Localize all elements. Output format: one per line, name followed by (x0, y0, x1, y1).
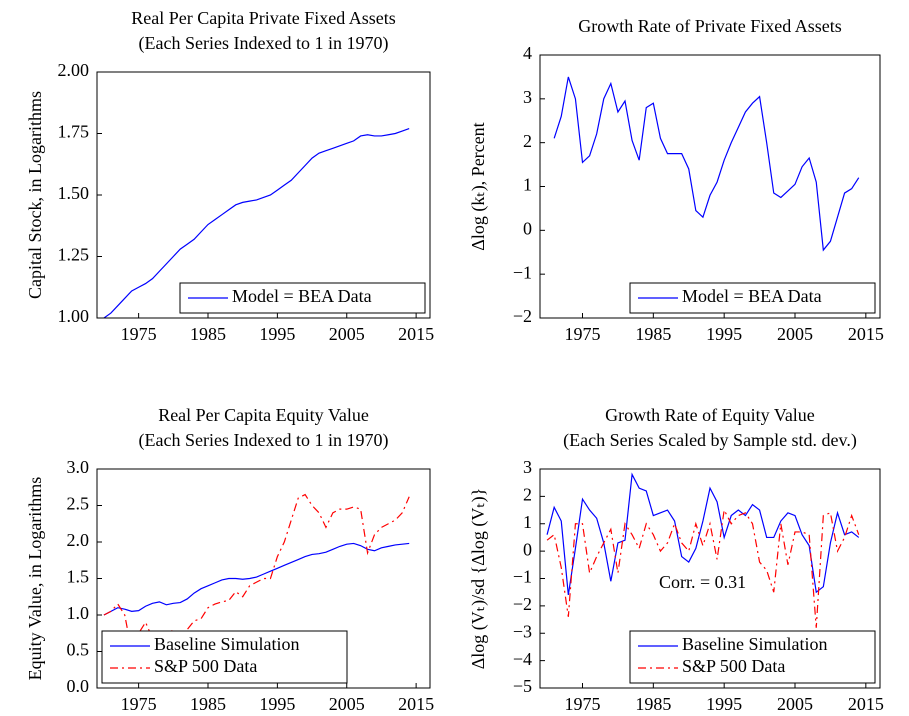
legend-label: Baseline Simulation (682, 634, 828, 654)
legend-label: Model = BEA Data (682, 286, 822, 306)
x-tick-label: 1975 (565, 694, 601, 714)
legend-label: Model = BEA Data (232, 286, 372, 306)
y-tick-label: −1 (513, 567, 532, 587)
x-tick-label: 1985 (635, 324, 671, 344)
chart-title: Growth Rate of Private Fixed Assets (578, 16, 841, 36)
y-axis-label: Δlog (Vₜ)/sd {Δlog (Vₜ)} (468, 488, 489, 670)
x-tick-label: 2005 (777, 694, 813, 714)
y-tick-label: 0.0 (67, 676, 90, 696)
plot-area (553, 76, 860, 252)
x-tick-label: 1985 (190, 694, 226, 714)
x-tick-label: 1995 (259, 324, 295, 344)
y-tick-label: −3 (513, 621, 532, 641)
x-tick-label: 1975 (565, 324, 601, 344)
y-tick-label: −4 (513, 649, 532, 669)
y-tick-label: 2 (523, 485, 532, 505)
y-tick-label: 1.0 (67, 603, 90, 623)
y-tick-label: 1 (523, 175, 532, 195)
y-tick-label: 4 (523, 43, 532, 63)
chart-subtitle: (Each Series Indexed to 1 in 1970) (139, 33, 389, 54)
axes-box (539, 468, 881, 689)
x-tick-label: 2015 (398, 324, 434, 344)
annotation: Corr. = 0.31 (659, 572, 746, 592)
data-line (103, 542, 410, 616)
x-tick-label: 2005 (329, 324, 365, 344)
data-line (546, 472, 860, 596)
x-tick-label: 1975 (121, 694, 157, 714)
x-tick-label: 1995 (706, 324, 742, 344)
y-tick-label: 3.0 (67, 457, 90, 477)
legend-label: Baseline Simulation (154, 634, 300, 654)
y-tick-label: −5 (513, 676, 532, 696)
axes-box (96, 71, 431, 319)
y-tick-label: 1.25 (58, 245, 90, 265)
y-axis-label: Equity Value, in Logarithms (25, 477, 45, 681)
y-tick-label: −2 (513, 594, 532, 614)
y-tick-label: 0 (523, 218, 532, 238)
y-tick-label: 1 (523, 512, 532, 532)
y-tick-label: 0.5 (67, 640, 90, 660)
x-tick-label: 1995 (706, 694, 742, 714)
chart-title: Real Per Capita Equity Value (158, 405, 369, 425)
x-tick-label: 1995 (259, 694, 295, 714)
axes-box (539, 54, 881, 319)
y-tick-label: −2 (513, 306, 532, 326)
data-line (546, 508, 860, 628)
x-tick-label: 2015 (848, 694, 884, 714)
chart-subtitle: (Each Series Indexed to 1 in 1970) (139, 430, 389, 451)
legend-label: S&P 500 Data (154, 656, 257, 676)
axes-box (96, 468, 431, 689)
legend-box (629, 630, 876, 684)
y-tick-label: 1.75 (58, 122, 90, 142)
chart-title: Growth Rate of Equity Value (605, 405, 815, 425)
y-axis-label: Δlog (kₜ), Percent (468, 122, 489, 250)
x-tick-label: 1985 (190, 324, 226, 344)
plot-area (546, 472, 860, 628)
chart-title: Real Per Capita Private Fixed Assets (131, 8, 395, 28)
legend-label: S&P 500 Data (682, 656, 785, 676)
y-tick-label: 3 (523, 87, 532, 107)
x-tick-label: 1975 (121, 324, 157, 344)
x-tick-label: 2005 (777, 324, 813, 344)
y-tick-label: 2.5 (67, 494, 90, 514)
chart-subtitle: (Each Series Scaled by Sample std. dev.) (563, 430, 857, 451)
y-axis-label: Capital Stock, in Logarithms (25, 91, 45, 299)
y-tick-label: 1.5 (67, 567, 90, 587)
plot-area (103, 128, 410, 318)
data-line (103, 128, 410, 318)
y-tick-label: 2.0 (67, 530, 90, 550)
x-tick-label: 2015 (848, 324, 884, 344)
legend-box (101, 630, 348, 684)
x-tick-label: 2005 (329, 694, 365, 714)
y-tick-label: −1 (513, 262, 532, 282)
y-tick-label: 2.00 (58, 60, 90, 80)
data-line (553, 76, 860, 252)
x-tick-label: 2015 (398, 694, 434, 714)
plot-area (103, 493, 410, 654)
y-tick-label: 1.00 (58, 306, 90, 326)
y-tick-label: 3 (523, 457, 532, 477)
y-tick-label: 0 (523, 539, 532, 559)
y-tick-label: 2 (523, 131, 532, 151)
data-line (103, 493, 410, 654)
x-tick-label: 1985 (635, 694, 671, 714)
y-tick-label: 1.50 (58, 183, 90, 203)
